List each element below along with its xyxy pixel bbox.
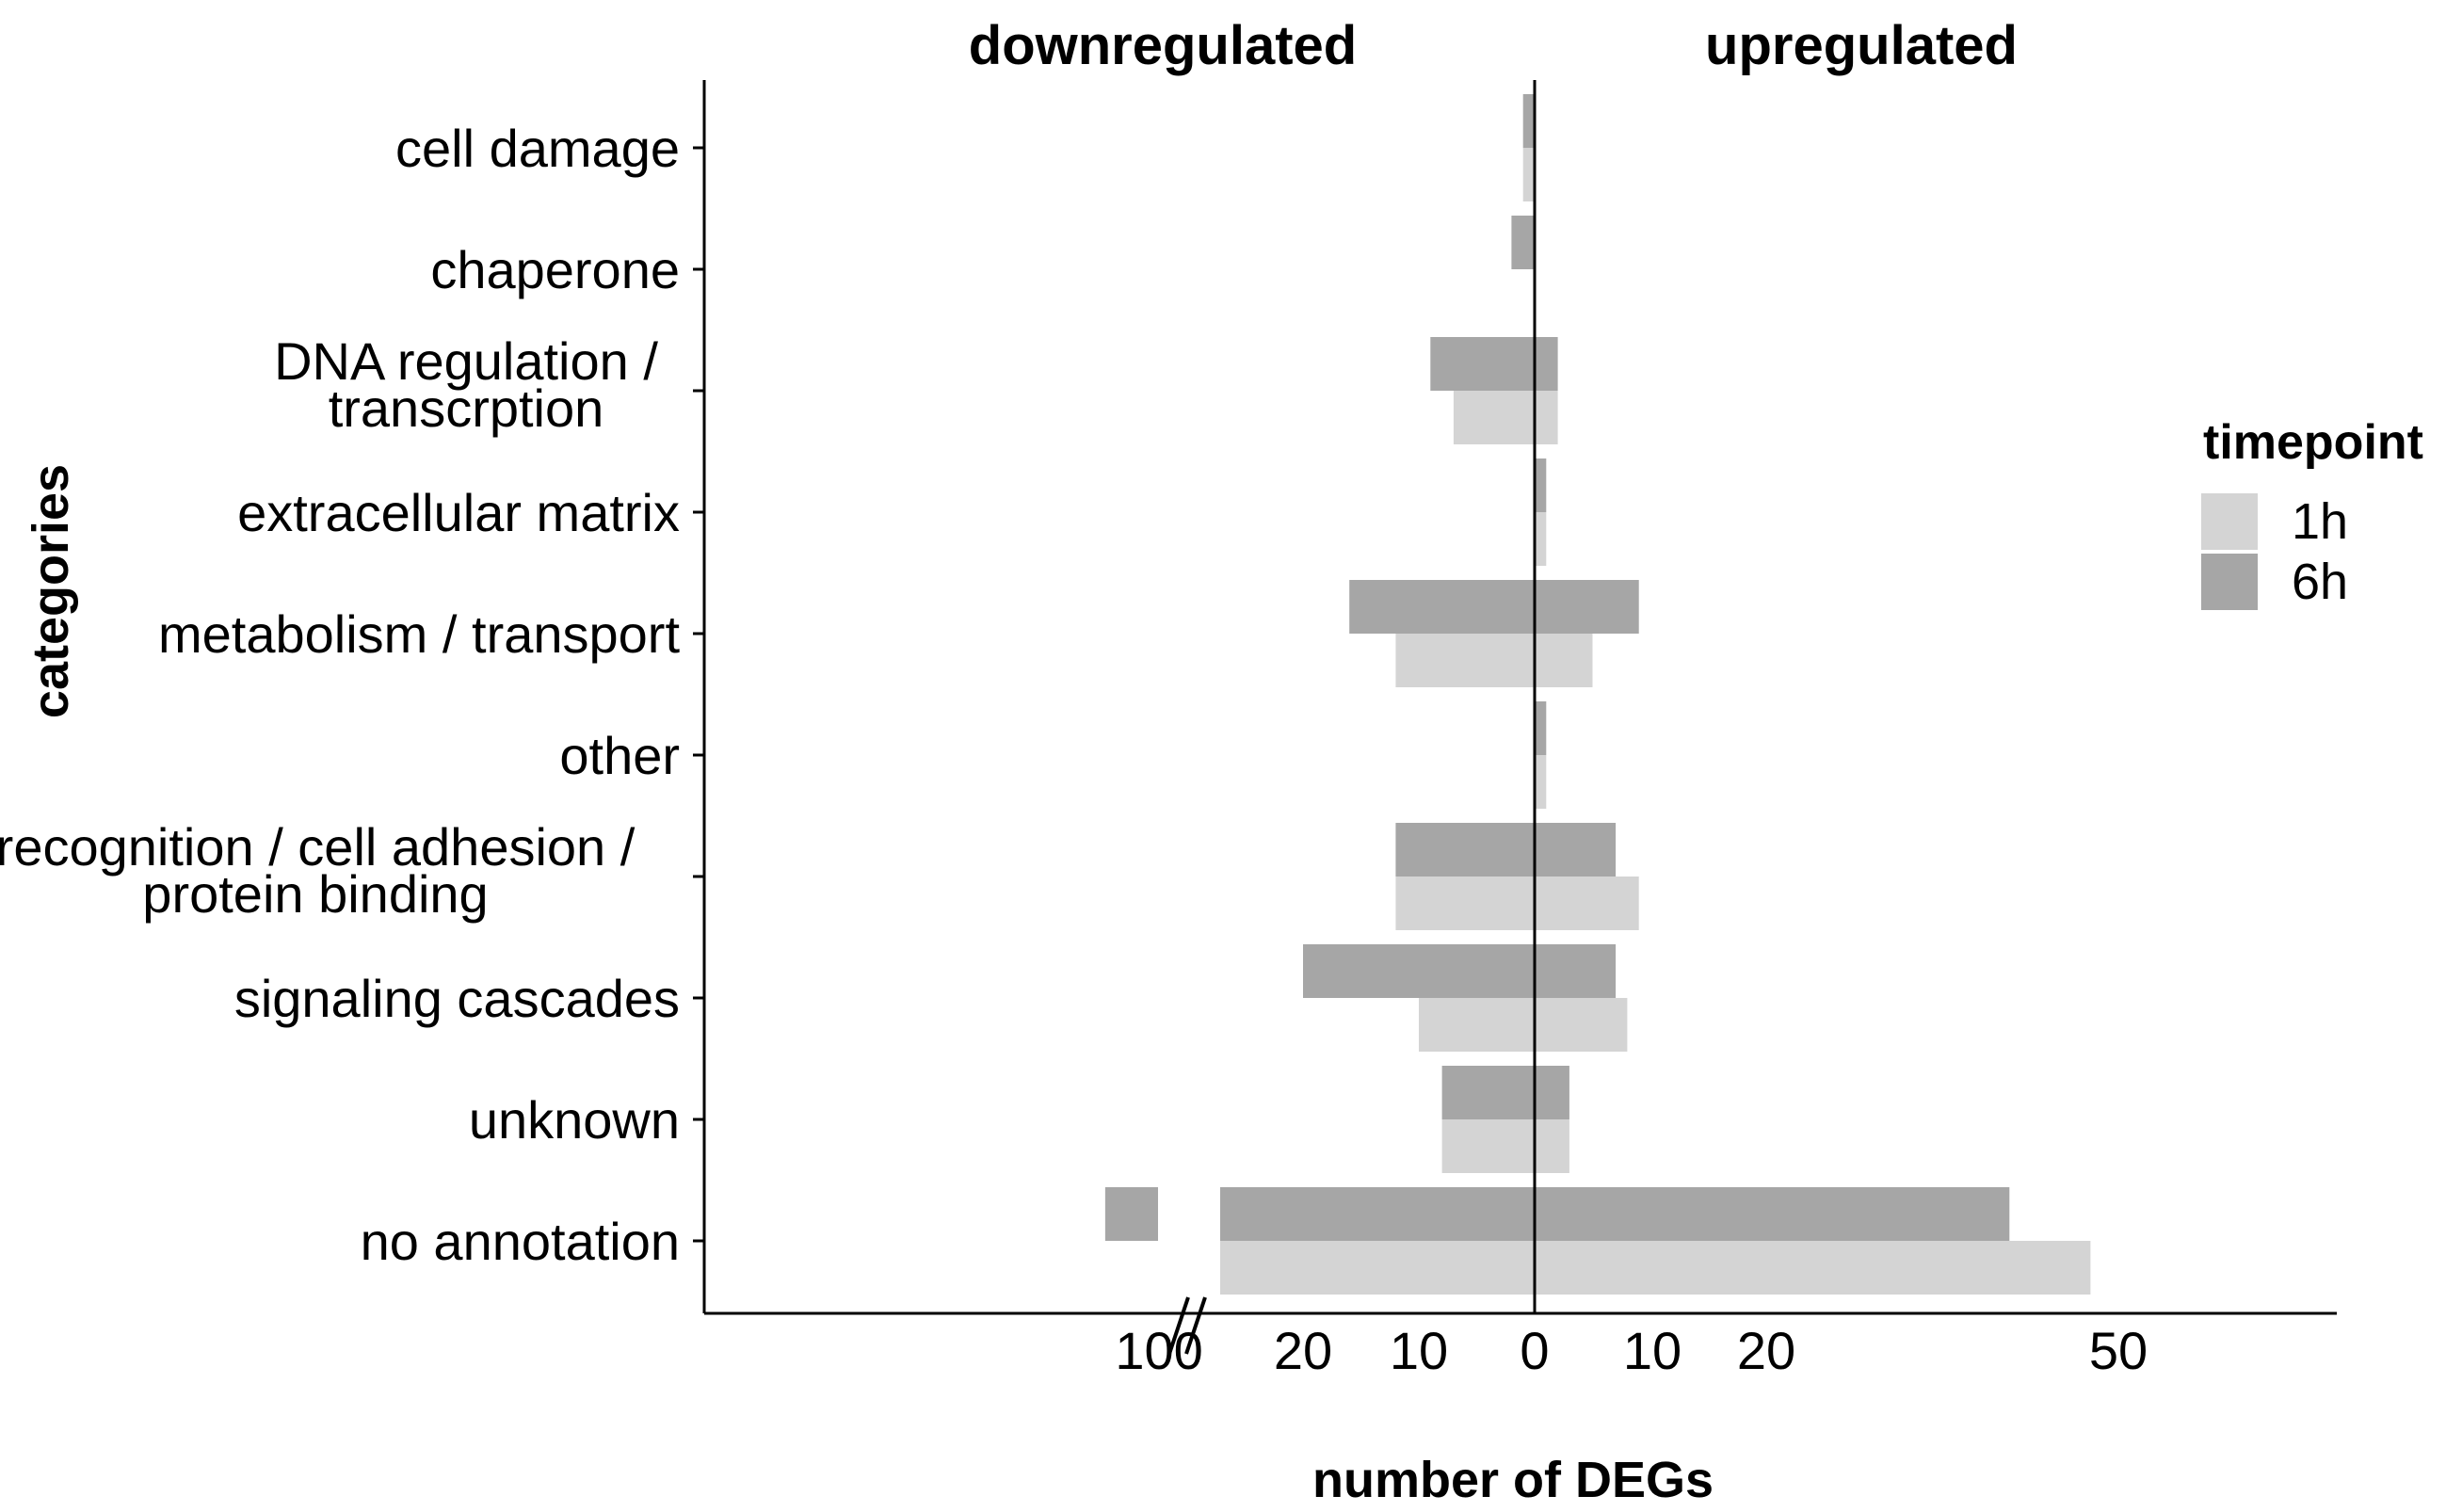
bar-up-6h bbox=[1535, 1066, 1569, 1119]
category-label: cell damage bbox=[395, 119, 680, 178]
text-layer: cell damage chaperone DNA regulation /tran… bbox=[0, 15, 2148, 1508]
legend-swatch-1h bbox=[2201, 493, 2258, 550]
axis-break-mark-1 bbox=[1167, 1296, 1190, 1355]
y-axis-title: categories bbox=[23, 464, 79, 718]
header-downregulated: downregulated bbox=[969, 15, 1357, 76]
bar-down-6h bbox=[1522, 94, 1535, 148]
bar-up-1h bbox=[1535, 634, 1593, 687]
category-label: signaling cascades bbox=[234, 969, 680, 1028]
bar-up-1h bbox=[1535, 512, 1547, 566]
bar-up-1h bbox=[1535, 877, 1639, 930]
legend-swatch-6h bbox=[2201, 554, 2258, 610]
bar-up-6h bbox=[1535, 1187, 2010, 1241]
category-label: extracellular matrix bbox=[237, 483, 680, 542]
bar-up-6h bbox=[1535, 823, 1617, 877]
bar-down-6h bbox=[1395, 823, 1535, 877]
axes-layer bbox=[693, 80, 2337, 1355]
bar-down-6h-near bbox=[1220, 1187, 1535, 1241]
bar-down-1h bbox=[1395, 877, 1535, 930]
bar-up-6h bbox=[1535, 580, 1639, 634]
axis-break-mark-2 bbox=[1184, 1296, 1207, 1355]
x-tick-label: 50 bbox=[2089, 1321, 2148, 1380]
category-label: no annotation bbox=[361, 1212, 680, 1271]
category-label: transcrption bbox=[329, 378, 604, 438]
x-tick-label: 20 bbox=[1274, 1321, 1332, 1380]
legend-title: timepoint bbox=[2203, 415, 2423, 470]
bar-up-6h bbox=[1535, 458, 1547, 512]
x-tick-label: 0 bbox=[1520, 1321, 1549, 1380]
category-label: other bbox=[559, 726, 680, 785]
category-label: recognition / cell adhesion / bbox=[0, 817, 636, 877]
x-tick-label: 10 bbox=[1390, 1321, 1448, 1380]
x-tick-label: 10 bbox=[1623, 1321, 1682, 1380]
bar-up-1h bbox=[1535, 755, 1547, 809]
x-tick-label: 20 bbox=[1737, 1321, 1795, 1380]
bar-down-1h bbox=[1453, 391, 1535, 444]
axis-break-gap bbox=[1160, 80, 1218, 1313]
category-label: DNA regulation / bbox=[274, 331, 658, 391]
bar-up-1h bbox=[1535, 391, 1558, 444]
bars-layer bbox=[1104, 80, 2091, 1313]
category-label: metabolism / transport bbox=[158, 604, 680, 664]
bar-down-1h bbox=[1419, 998, 1535, 1052]
category-label: protein binding bbox=[142, 864, 488, 924]
bar-down-1h bbox=[1395, 634, 1535, 687]
category-label: chaperone bbox=[430, 240, 680, 299]
bar-up-1h bbox=[1535, 1241, 2091, 1295]
x-tick-label: 100 bbox=[1115, 1321, 1202, 1380]
bar-down-1h bbox=[1522, 148, 1535, 201]
bar-down-6h bbox=[1303, 944, 1535, 998]
bar-down-6h bbox=[1430, 337, 1535, 391]
header-upregulated: upregulated bbox=[1705, 15, 2018, 76]
bar-down-6h bbox=[1441, 1066, 1535, 1119]
x-axis-title: number of DEGs bbox=[1312, 1452, 1714, 1507]
bar-down-6h bbox=[1511, 216, 1535, 269]
category-label: unknown bbox=[469, 1090, 680, 1150]
legend-label-6h: 6h bbox=[2292, 554, 2348, 610]
bar-up-6h bbox=[1535, 701, 1547, 755]
bar-up-6h bbox=[1535, 944, 1617, 998]
legend-label-1h: 1h bbox=[2292, 493, 2348, 550]
bar-down-1h-near bbox=[1220, 1241, 1535, 1295]
bar-down-6h-far bbox=[1104, 1187, 1158, 1241]
bar-down-6h bbox=[1349, 580, 1535, 634]
bar-down-1h bbox=[1441, 1119, 1535, 1173]
bar-up-1h bbox=[1535, 1119, 1569, 1173]
bar-up-1h bbox=[1535, 998, 1628, 1052]
bar-up-6h bbox=[1535, 337, 1558, 391]
